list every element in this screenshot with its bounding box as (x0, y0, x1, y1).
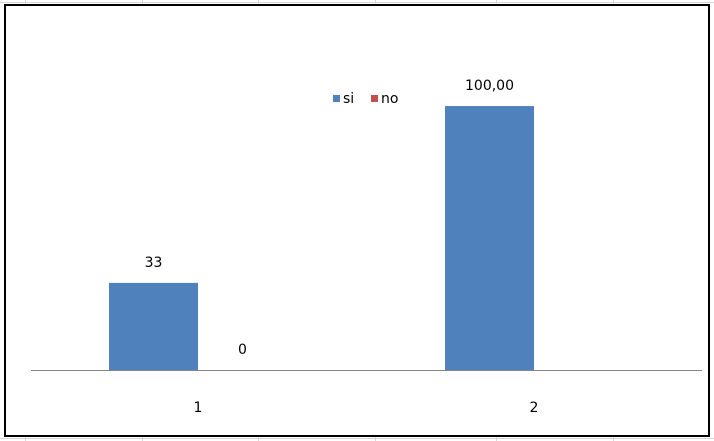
bar-si-2 (445, 106, 534, 370)
legend-swatch-no (371, 95, 378, 102)
x-tick-label: 1 (194, 400, 203, 416)
x-tick-label: 2 (530, 400, 539, 416)
data-label-no-1: 0 (238, 342, 247, 358)
chart-area-border (4, 4, 710, 437)
data-label-si-1: 33 (145, 255, 163, 271)
plot-area: 33 0 100,00 (109, 78, 534, 370)
data-label-si-2: 100,00 (465, 78, 514, 94)
bar-si-1 (109, 282, 198, 370)
legend-swatch-si (333, 95, 340, 102)
legend-label-si: si (343, 91, 354, 107)
chart-legend: si no (333, 91, 398, 107)
legend-label-no: no (381, 91, 398, 107)
